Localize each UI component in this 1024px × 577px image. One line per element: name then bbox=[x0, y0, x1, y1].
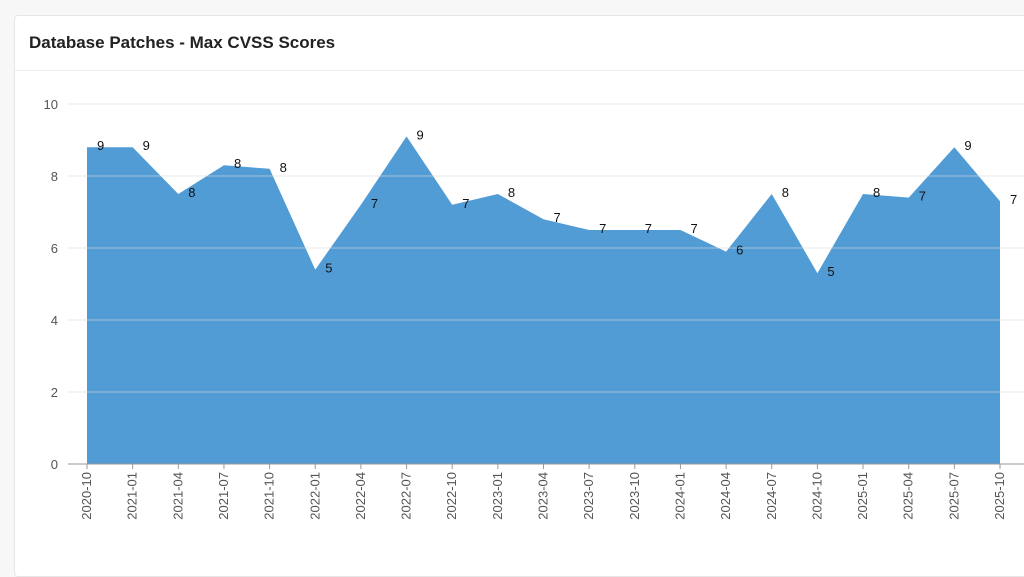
x-tick-label: 2024-01 bbox=[672, 472, 687, 520]
data-label: 8 bbox=[188, 185, 195, 200]
x-tick-label: 2025-07 bbox=[946, 472, 961, 520]
x-tick-label: 2025-04 bbox=[901, 472, 916, 520]
y-tick-label: 0 bbox=[51, 457, 58, 472]
x-tick-label: 2021-04 bbox=[170, 472, 185, 520]
data-label: 7 bbox=[599, 221, 606, 236]
y-tick-label: 2 bbox=[51, 385, 58, 400]
data-label: 8 bbox=[280, 160, 287, 175]
x-tick-label: 2022-10 bbox=[444, 472, 459, 520]
area-chart: 0 2 4 6 8 10 2020-10 2021-01 2021-04 2021-07 2021-… bbox=[44, 97, 1024, 520]
data-label: 8 bbox=[508, 185, 515, 200]
data-label: 7 bbox=[462, 196, 469, 211]
chart-title: Database Patches - Max CVSS Scores bbox=[29, 33, 336, 52]
data-label: 8 bbox=[873, 185, 880, 200]
x-tick-label: 2024-10 bbox=[809, 472, 824, 520]
y-tick-label: 6 bbox=[51, 241, 58, 256]
data-label: 9 bbox=[964, 138, 971, 153]
x-tick-label: 2021-07 bbox=[216, 472, 231, 520]
data-label: 7 bbox=[371, 196, 378, 211]
x-tick-label: 2023-07 bbox=[581, 472, 596, 520]
x-tick-label: 2021-10 bbox=[262, 472, 277, 520]
data-label: 7 bbox=[919, 189, 926, 204]
x-tick-label: 2021-01 bbox=[125, 472, 140, 520]
data-label: 7 bbox=[690, 221, 697, 236]
x-tick-label: 2020-10 bbox=[79, 472, 94, 520]
y-tick-label: 4 bbox=[51, 313, 58, 328]
data-label: 8 bbox=[234, 156, 241, 171]
data-label: 9 bbox=[143, 138, 150, 153]
data-label: 7 bbox=[554, 210, 561, 225]
data-label: 9 bbox=[417, 127, 424, 142]
y-tick-label: 8 bbox=[51, 169, 58, 184]
data-label: 7 bbox=[1010, 192, 1017, 207]
data-label: 9 bbox=[97, 138, 104, 153]
data-label: 5 bbox=[827, 264, 834, 279]
x-tick-label: 2024-04 bbox=[718, 472, 733, 520]
x-tick-label: 2022-07 bbox=[399, 472, 414, 520]
y-tick-label: 10 bbox=[44, 97, 58, 112]
data-label: 7 bbox=[645, 221, 652, 236]
x-tick-label: 2023-01 bbox=[490, 472, 505, 520]
x-tick-label: 2025-10 bbox=[992, 472, 1007, 520]
area-series bbox=[87, 136, 1000, 464]
data-label: 6 bbox=[736, 243, 743, 258]
data-label: 5 bbox=[325, 261, 332, 276]
x-tick-label: 2022-01 bbox=[307, 472, 322, 520]
x-tick-label: 2022-04 bbox=[353, 472, 368, 520]
card-header: Database Patches - Max CVSS Scores bbox=[15, 16, 1024, 71]
x-tick-label: 2023-04 bbox=[536, 472, 551, 520]
data-label: 8 bbox=[782, 185, 789, 200]
x-tick-label: 2025-01 bbox=[855, 472, 870, 520]
x-tick-label: 2023-10 bbox=[627, 472, 642, 520]
x-tick-label: 2024-07 bbox=[764, 472, 779, 520]
